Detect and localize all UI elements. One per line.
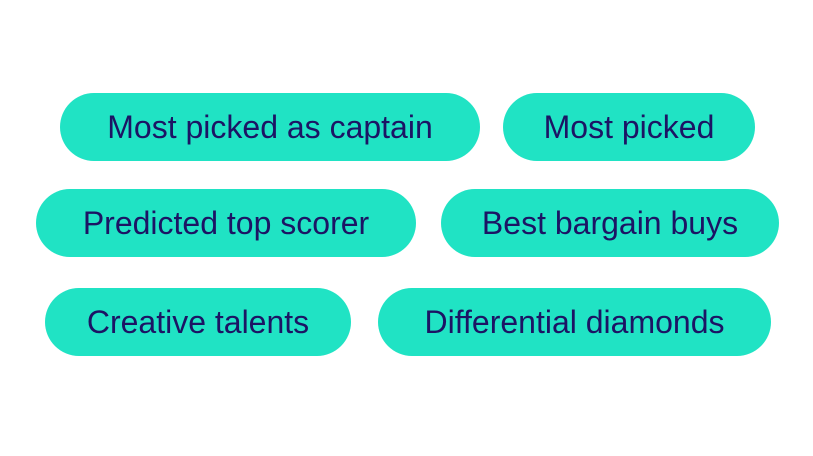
chip-most-picked-as-captain[interactable]: Most picked as captain	[60, 93, 480, 161]
chip-creative-talents[interactable]: Creative talents	[45, 288, 351, 356]
chip-differential-diamonds[interactable]: Differential diamonds	[378, 288, 771, 356]
chip-predicted-top-scorer[interactable]: Predicted top scorer	[36, 189, 416, 257]
chip-best-bargain-buys[interactable]: Best bargain buys	[441, 189, 779, 257]
chip-most-picked[interactable]: Most picked	[503, 93, 755, 161]
